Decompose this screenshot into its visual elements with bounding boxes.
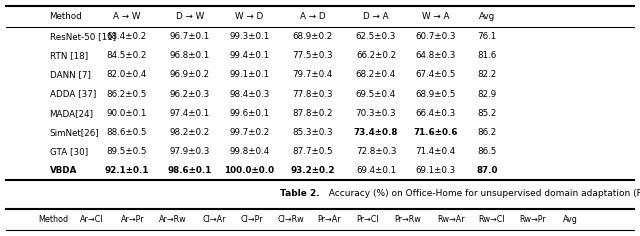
Text: 64.8±0.3: 64.8±0.3 xyxy=(415,51,456,60)
Text: Rw→Ar: Rw→Ar xyxy=(437,215,465,224)
Text: Method: Method xyxy=(38,215,68,224)
Text: 68.9±0.2: 68.9±0.2 xyxy=(292,32,333,41)
Text: Pr→Cl: Pr→Cl xyxy=(356,215,379,224)
Text: Accuracy (%) on Office-Home for unsupervised domain adaptation (ResNet50): Accuracy (%) on Office-Home for unsuperv… xyxy=(323,189,640,198)
Text: SimNet[26]: SimNet[26] xyxy=(50,128,99,137)
Text: 96.7±0.1: 96.7±0.1 xyxy=(170,32,210,41)
Text: A → D: A → D xyxy=(300,12,326,21)
Text: 85.3±0.3: 85.3±0.3 xyxy=(292,128,333,137)
Text: 87.0: 87.0 xyxy=(476,166,498,175)
Text: Pr→Ar: Pr→Ar xyxy=(317,215,340,224)
Text: 66.2±0.2: 66.2±0.2 xyxy=(356,51,396,60)
Text: 93.2±0.2: 93.2±0.2 xyxy=(291,166,335,175)
Text: 68.9±0.5: 68.9±0.5 xyxy=(415,89,456,99)
Text: 69.4±0.1: 69.4±0.1 xyxy=(356,166,396,175)
Text: 96.8±0.1: 96.8±0.1 xyxy=(170,51,210,60)
Text: 70.3±0.3: 70.3±0.3 xyxy=(356,109,396,118)
Text: 89.5±0.5: 89.5±0.5 xyxy=(106,147,147,156)
Text: Ar→Cl: Ar→Cl xyxy=(80,215,104,224)
Text: 73.4±0.8: 73.4±0.8 xyxy=(354,128,398,137)
Text: 62.5±0.3: 62.5±0.3 xyxy=(356,32,396,41)
Text: 71.4±0.4: 71.4±0.4 xyxy=(415,147,456,156)
Text: 60.7±0.3: 60.7±0.3 xyxy=(415,32,456,41)
Text: 67.4±0.5: 67.4±0.5 xyxy=(415,70,456,80)
Text: 81.6: 81.6 xyxy=(477,51,497,60)
Text: 99.8±0.4: 99.8±0.4 xyxy=(229,147,269,156)
Text: 99.3±0.1: 99.3±0.1 xyxy=(229,32,269,41)
Text: 82.2: 82.2 xyxy=(477,70,497,80)
Text: 87.7±0.5: 87.7±0.5 xyxy=(292,147,333,156)
Text: Rw→Pr: Rw→Pr xyxy=(519,215,545,224)
Text: MADA[24]: MADA[24] xyxy=(50,109,93,118)
Text: Rw→Cl: Rw→Cl xyxy=(478,215,505,224)
Text: 98.6±0.1: 98.6±0.1 xyxy=(168,166,212,175)
Text: 97.9±0.3: 97.9±0.3 xyxy=(170,147,210,156)
Text: RTN [18]: RTN [18] xyxy=(50,51,88,60)
Text: 79.7±0.4: 79.7±0.4 xyxy=(292,70,333,80)
Text: 96.9±0.2: 96.9±0.2 xyxy=(170,70,210,80)
Text: Avg: Avg xyxy=(563,215,578,224)
Text: Table 2.: Table 2. xyxy=(280,189,320,198)
Text: 69.1±0.3: 69.1±0.3 xyxy=(415,166,456,175)
Text: GTA [30]: GTA [30] xyxy=(50,147,88,156)
Text: 99.7±0.2: 99.7±0.2 xyxy=(229,128,269,137)
Text: 68.2±0.4: 68.2±0.4 xyxy=(356,70,396,80)
Text: Cl→Ar: Cl→Ar xyxy=(202,215,225,224)
Text: 82.9: 82.9 xyxy=(477,89,497,99)
Text: D → A: D → A xyxy=(363,12,389,21)
Text: 99.4±0.1: 99.4±0.1 xyxy=(229,51,269,60)
Text: Ar→Pr: Ar→Pr xyxy=(121,215,144,224)
Text: 71.6±0.6: 71.6±0.6 xyxy=(413,128,458,137)
Text: Method: Method xyxy=(50,12,83,21)
Text: 76.1: 76.1 xyxy=(477,32,497,41)
Text: D → W: D → W xyxy=(175,12,204,21)
Text: Avg: Avg xyxy=(479,12,495,21)
Text: Cl→Pr: Cl→Pr xyxy=(241,215,264,224)
Text: Cl→Rw: Cl→Rw xyxy=(277,215,304,224)
Text: A → W: A → W xyxy=(113,12,140,21)
Text: 87.8±0.2: 87.8±0.2 xyxy=(292,109,333,118)
Text: 98.2±0.2: 98.2±0.2 xyxy=(170,128,210,137)
Text: 90.0±0.1: 90.0±0.1 xyxy=(106,109,147,118)
Text: 68.4±0.2: 68.4±0.2 xyxy=(106,32,147,41)
Text: 96.2±0.3: 96.2±0.3 xyxy=(170,89,210,99)
Text: Pr→Rw: Pr→Rw xyxy=(395,215,421,224)
Text: 92.1±0.1: 92.1±0.1 xyxy=(104,166,148,175)
Text: Ar→Rw: Ar→Rw xyxy=(159,215,187,224)
Text: W → A: W → A xyxy=(422,12,449,21)
Text: ADDA [37]: ADDA [37] xyxy=(50,89,96,99)
Text: 88.6±0.5: 88.6±0.5 xyxy=(106,128,147,137)
Text: 82.0±0.4: 82.0±0.4 xyxy=(106,70,147,80)
Text: W → D: W → D xyxy=(235,12,264,21)
Text: 99.1±0.1: 99.1±0.1 xyxy=(229,70,269,80)
Text: 77.5±0.3: 77.5±0.3 xyxy=(292,51,333,60)
Text: 84.5±0.2: 84.5±0.2 xyxy=(106,51,147,60)
Text: 72.8±0.3: 72.8±0.3 xyxy=(356,147,396,156)
Text: ResNet-50 [11]: ResNet-50 [11] xyxy=(50,32,116,41)
Text: VBDA: VBDA xyxy=(50,166,77,175)
Text: 97.4±0.1: 97.4±0.1 xyxy=(170,109,210,118)
Text: DANN [7]: DANN [7] xyxy=(50,70,91,80)
Text: 66.4±0.3: 66.4±0.3 xyxy=(415,109,456,118)
Text: 77.8±0.3: 77.8±0.3 xyxy=(292,89,333,99)
Text: 69.5±0.4: 69.5±0.4 xyxy=(356,89,396,99)
Text: 86.2±0.5: 86.2±0.5 xyxy=(106,89,147,99)
Text: 99.6±0.1: 99.6±0.1 xyxy=(229,109,269,118)
Text: 86.2: 86.2 xyxy=(477,128,497,137)
Text: 85.2: 85.2 xyxy=(477,109,497,118)
Text: 100.0±0.0: 100.0±0.0 xyxy=(224,166,275,175)
Text: 98.4±0.3: 98.4±0.3 xyxy=(229,89,269,99)
Text: 86.5: 86.5 xyxy=(477,147,497,156)
